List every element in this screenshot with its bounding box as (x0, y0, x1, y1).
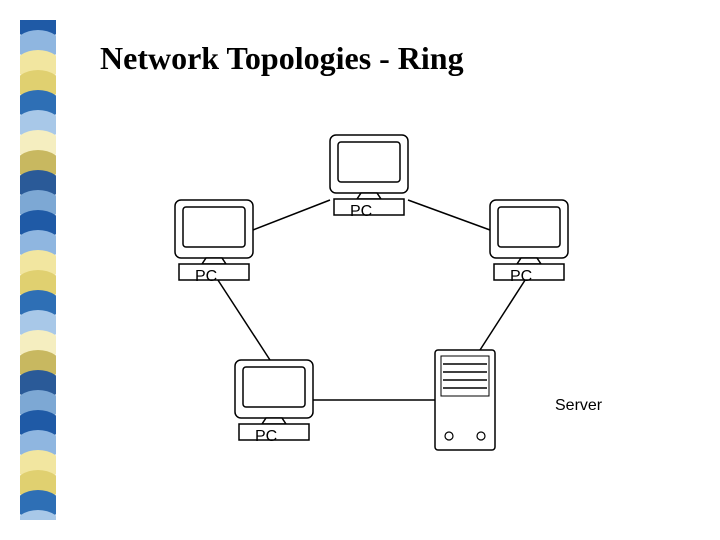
pc_top-label: PC (350, 203, 372, 220)
edge (214, 274, 270, 360)
slide: Network Topologies - Ring PCPCPCPCServer (0, 0, 720, 540)
edge (480, 274, 529, 350)
pc_right-label: PC (510, 268, 532, 285)
pc_left-label: PC (195, 268, 217, 285)
pc_bottom-label: PC (255, 428, 277, 445)
server-label: Server (555, 397, 603, 414)
server-node-server (435, 350, 495, 450)
edge (408, 200, 490, 230)
edge (253, 200, 330, 230)
ring-topology-diagram: PC PC PC PC Server (0, 0, 720, 540)
